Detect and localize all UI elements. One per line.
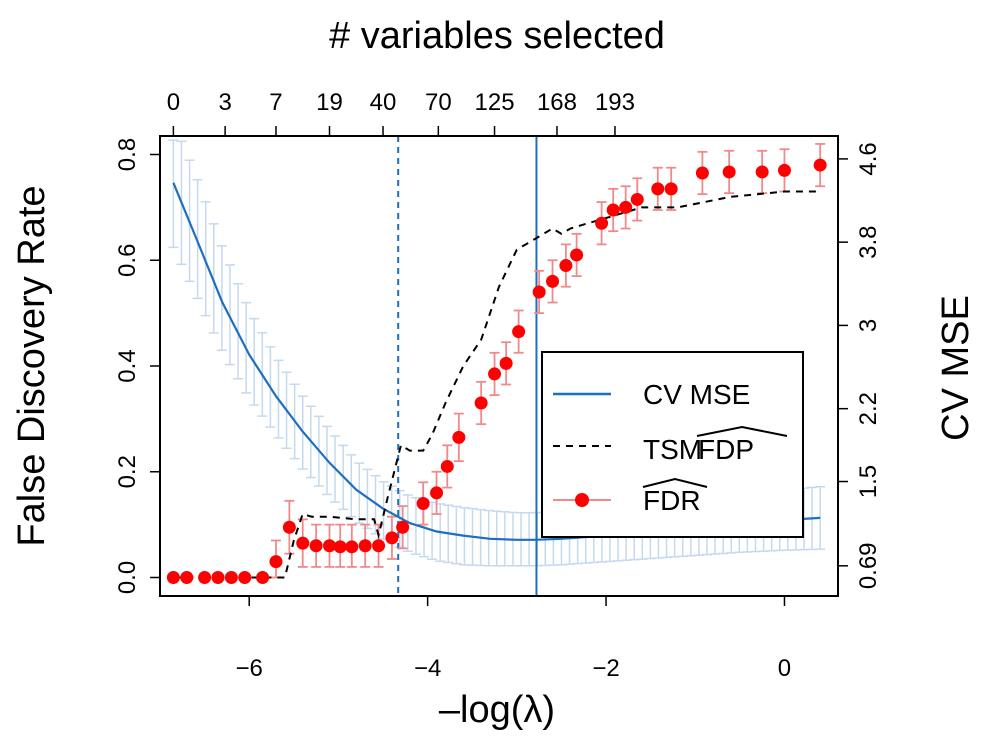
legend-fdr-swatch-point bbox=[575, 493, 589, 507]
fdr-point bbox=[559, 259, 573, 273]
y-tick-label: 0.0 bbox=[114, 561, 141, 594]
fdr-point bbox=[595, 216, 609, 230]
fdr-point bbox=[546, 274, 560, 288]
top-tick-label: 0 bbox=[167, 89, 180, 116]
fdr-point bbox=[474, 396, 488, 410]
top-tick-label: 40 bbox=[370, 89, 397, 116]
fdr-point bbox=[619, 200, 633, 214]
y2-tick-label: 3 bbox=[855, 319, 882, 332]
fdr-point bbox=[651, 182, 665, 196]
fdr-point bbox=[269, 555, 283, 569]
fdr-point bbox=[440, 459, 454, 473]
x-tick-label: −2 bbox=[592, 655, 619, 682]
fdr-points bbox=[166, 158, 827, 584]
y2-axis-title: CV MSE bbox=[935, 295, 977, 441]
legend-fdr-hat bbox=[642, 477, 708, 488]
x-tick-label: 0 bbox=[778, 655, 791, 682]
x-tick-label: −6 bbox=[236, 655, 263, 682]
fdr-point bbox=[499, 356, 513, 370]
top-tick-label: 3 bbox=[218, 89, 231, 116]
top-tick-label: 125 bbox=[475, 89, 515, 116]
fdr-point bbox=[813, 158, 827, 172]
legend-fdr-label: FDR bbox=[643, 485, 701, 516]
y2-tick-label: 3.8 bbox=[855, 225, 882, 258]
fdr-point bbox=[570, 248, 584, 262]
legend-box bbox=[541, 351, 804, 538]
fdr-point bbox=[238, 570, 252, 584]
fdr-point bbox=[282, 520, 296, 534]
fdr-point bbox=[224, 570, 238, 584]
top-tick-label: 19 bbox=[316, 89, 343, 116]
y-axis-title: False Discovery Rate bbox=[11, 185, 53, 546]
legend: CV MSE TSM FDP FDR bbox=[541, 351, 804, 538]
top-tick-label: 70 bbox=[425, 89, 452, 116]
fdr-point bbox=[309, 539, 323, 553]
y-tick-label: 0.4 bbox=[114, 349, 141, 382]
fdr-point bbox=[296, 536, 310, 550]
fdr-point bbox=[372, 539, 386, 553]
top-tick-label: 7 bbox=[269, 89, 282, 116]
y-tick-label: 0.6 bbox=[114, 244, 141, 277]
y-tick-label: 0.2 bbox=[114, 455, 141, 488]
fdr-point bbox=[430, 486, 444, 500]
fdr-point bbox=[606, 203, 620, 217]
fdr-point bbox=[166, 570, 180, 584]
fdr-point bbox=[198, 570, 212, 584]
fdr-point bbox=[532, 285, 546, 299]
legend-fdp-hat bbox=[696, 425, 788, 437]
fdr-point bbox=[416, 496, 430, 510]
legend-fdp-label: FDP bbox=[698, 434, 754, 465]
fdr-point bbox=[722, 165, 736, 179]
fdr-point bbox=[777, 163, 791, 177]
fdr-point bbox=[180, 570, 194, 584]
fdr-point bbox=[385, 531, 399, 545]
fdr-point bbox=[211, 570, 225, 584]
fdr-point bbox=[512, 325, 526, 339]
fdr-point bbox=[755, 165, 769, 179]
y2-tick-label: 4.6 bbox=[855, 142, 882, 175]
fdr-point bbox=[323, 539, 336, 553]
fdr-point bbox=[256, 570, 270, 584]
fdr-point bbox=[358, 539, 372, 553]
y2-tick-label: 0.69 bbox=[855, 542, 882, 589]
fdr-point bbox=[333, 540, 347, 554]
fdr-point bbox=[664, 182, 678, 196]
legend-tsm-label: TSM bbox=[643, 434, 702, 465]
fdr-point bbox=[488, 367, 502, 381]
y-tick-label: 0.8 bbox=[114, 138, 141, 171]
legend-cv-mse-label: CV MSE bbox=[643, 379, 750, 410]
x-tick-label: −4 bbox=[414, 655, 441, 682]
top-tick-label: 168 bbox=[537, 89, 577, 116]
top-axis-title: # variables selected bbox=[329, 15, 665, 57]
fdr-point bbox=[630, 192, 644, 206]
fdr-point bbox=[695, 166, 709, 180]
y2-tick-label: 1.5 bbox=[855, 465, 882, 498]
top-tick-label: 193 bbox=[595, 89, 635, 116]
x-axis-title: –log(λ) bbox=[439, 689, 555, 731]
fdr-point bbox=[396, 520, 410, 534]
fdr-point bbox=[345, 540, 359, 554]
tsm-fdp-line bbox=[173, 190, 821, 579]
fdr-point bbox=[452, 430, 466, 444]
y2-tick-label: 2.2 bbox=[855, 392, 882, 425]
